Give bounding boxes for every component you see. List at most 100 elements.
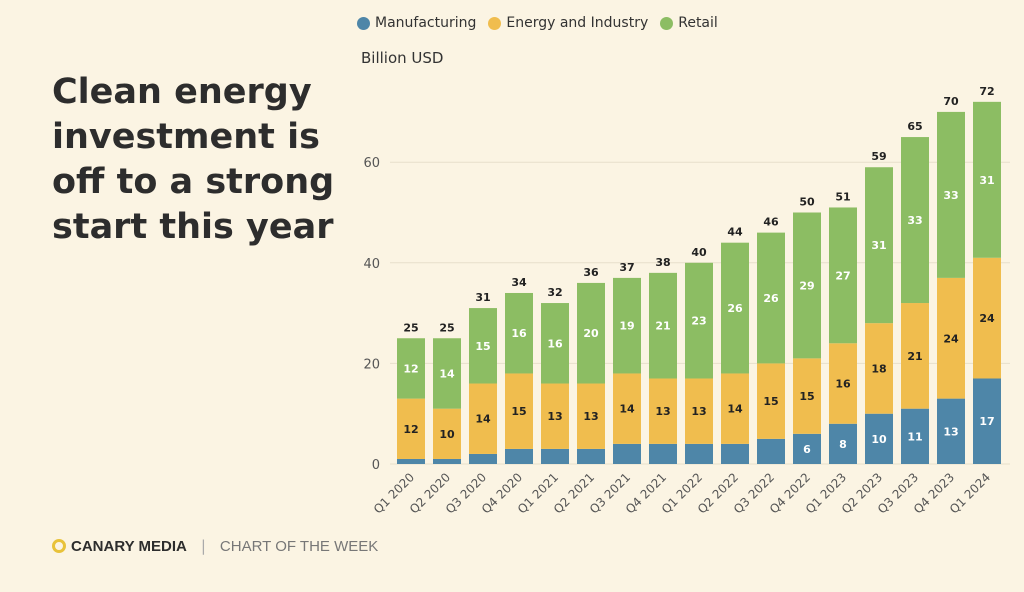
bar-segment xyxy=(649,378,677,444)
data-label: 21 xyxy=(655,320,670,333)
bar-segment xyxy=(397,398,425,459)
footer: CANARY MEDIA | CHART OF THE WEEK xyxy=(52,537,378,555)
data-label: 27 xyxy=(835,269,850,282)
bar-segment xyxy=(649,443,677,464)
bar-segment xyxy=(829,423,857,464)
canary-logo-icon xyxy=(52,539,66,553)
data-label: 10 xyxy=(871,433,887,446)
bar-segment xyxy=(685,378,713,444)
data-label: 16 xyxy=(547,337,563,350)
total-label: 44 xyxy=(727,226,743,239)
data-label: 29 xyxy=(799,279,814,292)
data-label: 11 xyxy=(907,430,922,443)
data-label: 15 xyxy=(799,390,814,403)
footer-separator: | xyxy=(200,537,206,555)
total-label: 59 xyxy=(871,150,886,163)
legend-item-manufacturing[interactable]: Manufacturing xyxy=(357,15,476,31)
y-tick-label: 20 xyxy=(363,357,380,372)
total-label: 36 xyxy=(583,266,599,279)
legend-item-retail[interactable]: Retail xyxy=(660,15,718,31)
bar-segment xyxy=(397,458,425,464)
data-label: 31 xyxy=(871,239,886,252)
bar-segment xyxy=(505,373,533,449)
data-label: 12 xyxy=(403,423,418,436)
bar-segment xyxy=(757,363,785,439)
bar-segment xyxy=(433,338,461,409)
bar-segment xyxy=(829,207,857,344)
data-label: 14 xyxy=(727,403,743,416)
y-tick-label: 40 xyxy=(363,257,380,272)
total-label: 37 xyxy=(619,261,634,274)
data-label: 13 xyxy=(547,410,562,423)
data-label: 33 xyxy=(943,189,958,202)
data-label: 24 xyxy=(979,312,995,325)
data-label: 10 xyxy=(439,428,455,441)
bar-segment xyxy=(433,408,461,459)
bar-segment xyxy=(541,383,569,449)
data-label: 26 xyxy=(727,302,743,315)
data-label: 6 xyxy=(803,443,811,456)
data-label: 16 xyxy=(511,327,527,340)
section-name: CHART OF THE WEEK xyxy=(219,537,379,555)
total-label: 31 xyxy=(475,291,490,304)
data-label: 13 xyxy=(583,410,598,423)
bar-segment xyxy=(649,272,677,379)
bar-segment xyxy=(505,448,533,464)
bar-segment xyxy=(973,257,1001,379)
brand-name: CANARY MEDIA xyxy=(71,537,187,555)
bar-segment xyxy=(937,111,965,278)
bar-segment xyxy=(541,448,569,464)
data-label: 15 xyxy=(475,340,490,353)
total-label: 51 xyxy=(835,190,850,203)
legend-swatch-manufacturing xyxy=(357,16,370,30)
bar-segment xyxy=(901,408,929,464)
data-label: 13 xyxy=(691,405,706,418)
bar-segment xyxy=(865,167,893,324)
bar-segment xyxy=(757,232,785,364)
bar-segment xyxy=(901,303,929,409)
y-tick-label: 0 xyxy=(372,458,380,473)
data-label: 12 xyxy=(403,362,418,375)
bar-segment xyxy=(505,292,533,374)
bar-segment xyxy=(793,433,821,464)
data-label: 23 xyxy=(691,315,706,328)
bar-segment xyxy=(397,338,425,399)
total-label: 72 xyxy=(979,85,994,98)
data-label: 8 xyxy=(839,438,847,451)
data-label: 14 xyxy=(619,403,635,416)
legend-item-energy-industry[interactable]: Energy and Industry xyxy=(488,15,648,31)
data-label: 13 xyxy=(655,405,670,418)
bar-segment xyxy=(685,262,713,379)
bar-segment xyxy=(937,398,965,464)
bar-segment xyxy=(577,448,605,464)
total-label: 32 xyxy=(547,286,562,299)
legend-label-retail: Retail xyxy=(678,15,718,31)
bar-segment xyxy=(613,373,641,444)
total-label: 40 xyxy=(691,246,707,259)
total-label: 46 xyxy=(763,216,779,229)
total-label: 38 xyxy=(655,256,670,269)
legend-label-manufacturing: Manufacturing xyxy=(375,15,477,31)
bar-segment xyxy=(469,453,497,464)
total-label: 65 xyxy=(907,120,922,133)
data-label: 14 xyxy=(475,413,491,426)
y-tick-label: 60 xyxy=(363,156,380,171)
data-label: 13 xyxy=(943,425,958,438)
bar-segment xyxy=(613,443,641,464)
data-label: 16 xyxy=(835,378,851,391)
data-label: 33 xyxy=(907,214,922,227)
bar-segment xyxy=(721,443,749,464)
bar-segment xyxy=(685,443,713,464)
bar-segment xyxy=(577,282,605,384)
total-label: 70 xyxy=(943,95,959,108)
bar-segment xyxy=(865,323,893,414)
bar-segment xyxy=(469,308,497,384)
total-label: 25 xyxy=(439,321,454,334)
bar-segment xyxy=(577,383,605,449)
legend-swatch-energy-industry xyxy=(488,16,502,30)
legend-label-energy-industry: Energy and Industry xyxy=(506,15,649,31)
bar-segment xyxy=(901,137,929,304)
bar-segment xyxy=(469,383,497,454)
bar-segment xyxy=(541,303,569,384)
